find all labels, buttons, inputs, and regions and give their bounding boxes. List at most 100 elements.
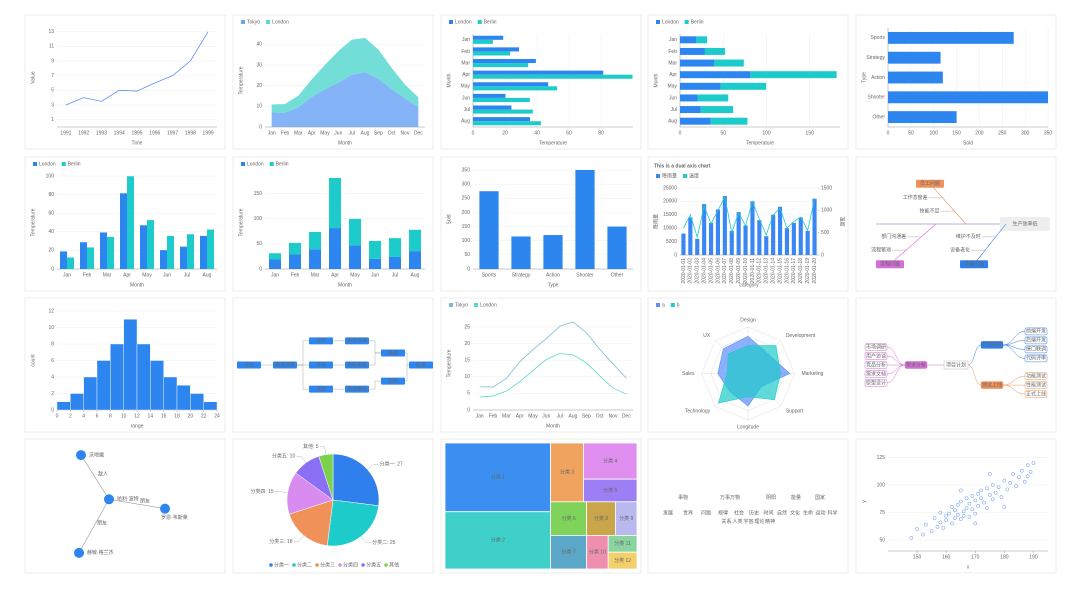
flow-node	[309, 337, 333, 345]
x-tick-label: Action	[546, 272, 560, 278]
bar	[710, 117, 748, 125]
y-tick-label: 0	[51, 407, 54, 413]
node-label: 开发	[316, 361, 326, 368]
legend-label: Berlin	[484, 19, 497, 25]
value-label: 分类一: 27	[380, 461, 404, 468]
x-tick-label: 40	[534, 130, 540, 136]
legend-label: 分类二	[297, 561, 312, 568]
scatter-point	[967, 515, 972, 519]
bar	[473, 35, 504, 40]
scatter-point	[955, 512, 960, 517]
y-tick-label: 7	[51, 73, 54, 79]
x-tick-label: 2020-01-16	[784, 258, 790, 284]
x-tick-label: 100	[930, 130, 939, 136]
y2-tick-label: 500	[821, 230, 830, 236]
edge-label: 朋友	[97, 519, 107, 526]
y-tick-label: Action	[871, 75, 885, 81]
x-tick-label: 1998	[185, 130, 196, 136]
node-label: 接口联调	[1026, 346, 1046, 353]
branch-label: 流程问题	[880, 261, 900, 268]
indicator-label: Support	[786, 409, 804, 415]
y-tick-label: 80	[48, 192, 54, 198]
x-tick-label: Jul	[184, 272, 190, 278]
connector	[297, 364, 309, 390]
bar	[750, 71, 837, 79]
mind-link	[1002, 375, 1026, 386]
cause-label: 设备老化	[950, 246, 970, 253]
scatter-point	[970, 494, 975, 498]
y2-axis-title: 温度	[839, 216, 846, 226]
x-tick-label: Jul	[556, 413, 562, 419]
bar	[150, 360, 164, 411]
x-tick-label: Nov	[609, 413, 618, 419]
cell-label: 分类 12	[614, 557, 631, 564]
legend-label: 温度	[689, 172, 699, 179]
indicator-label: Marketing	[801, 371, 823, 377]
cause-label: 技能不足	[919, 207, 939, 214]
y-tick-label: Other	[872, 114, 885, 120]
x-tick-label: 1994	[114, 130, 125, 136]
bar	[207, 229, 214, 269]
y-tick-label: 20	[256, 83, 262, 89]
node-label: 需求分析	[906, 361, 926, 368]
node-label: 需求文档	[866, 370, 886, 377]
x-tick-label: 1993	[96, 130, 107, 136]
scatter-point	[976, 504, 981, 508]
word: 阴阳	[766, 494, 776, 501]
scatter-point	[947, 511, 951, 516]
scatter-point	[1014, 484, 1018, 488]
bar	[473, 51, 511, 56]
x-tick-label: Jun	[371, 272, 379, 278]
legend-swatch	[656, 303, 660, 307]
legend-swatch	[315, 563, 319, 567]
x-tick-label: 1999	[203, 130, 214, 136]
bar	[680, 117, 711, 125]
legend-swatch	[656, 174, 660, 178]
x-tick-label: 1997	[167, 130, 178, 136]
y-tick-label: 40	[48, 229, 54, 235]
indicator-label: UX	[703, 333, 711, 339]
word: 社会	[734, 509, 744, 516]
x-tick-label: Sep	[374, 130, 383, 136]
node	[160, 503, 170, 514]
legend-swatch	[656, 20, 660, 24]
x-tick-label: Mar	[294, 130, 303, 136]
x-tick-label: 2020-01-14	[770, 258, 776, 284]
x-tick-label: 2020-01-18	[798, 258, 804, 284]
scatter-point	[953, 516, 957, 520]
x-tick-label: 2020-01-06	[715, 258, 721, 284]
legend-swatch	[269, 162, 274, 166]
cell-label: 分类 9	[619, 515, 633, 522]
scatter-point	[1008, 480, 1013, 485]
node-label: 设计评审	[347, 337, 367, 344]
x-tick-label: 2020-01-03	[695, 258, 701, 284]
y-tick-label: 15	[464, 358, 470, 364]
x-tick-label: 2020-01-09	[736, 258, 742, 284]
bar	[409, 229, 421, 252]
root-node	[943, 360, 969, 370]
root-label: 项目计划	[946, 361, 966, 368]
scatter-point	[935, 524, 940, 529]
connector	[369, 380, 381, 390]
bar	[473, 70, 604, 75]
x-tick-label: 180	[1000, 554, 1009, 560]
node-label: 哈利·波特	[117, 496, 139, 503]
bar	[791, 222, 796, 255]
bar	[700, 106, 734, 114]
x-axis-title: category	[739, 282, 759, 288]
node-label: 测试	[316, 385, 326, 392]
bar	[777, 206, 783, 255]
bar	[80, 242, 87, 269]
treemap-cell	[550, 535, 587, 570]
bar	[110, 343, 124, 411]
x-tick-label: Jul	[392, 272, 398, 278]
cell-label: 分类 1	[491, 474, 505, 481]
y-tick-label: 50	[464, 252, 470, 258]
bar	[309, 249, 321, 269]
y-tick-label: Feb	[668, 49, 677, 55]
legend-swatch	[384, 563, 388, 567]
bar	[67, 257, 74, 269]
scatter-point	[973, 498, 978, 503]
node-label: 用户访谈	[866, 352, 886, 359]
bar	[60, 251, 67, 269]
